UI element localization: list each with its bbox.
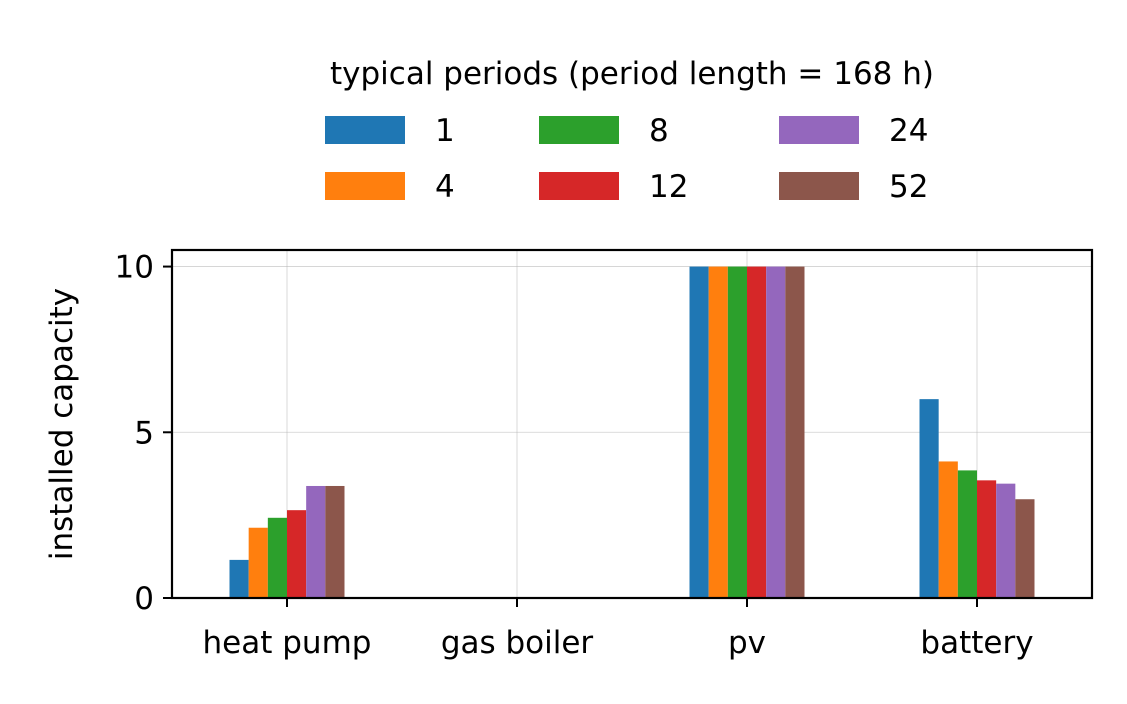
x-tick-label: heat pump xyxy=(203,625,372,661)
bar-series-4-pv xyxy=(708,266,728,598)
x-tick-label: battery xyxy=(920,625,1033,661)
bar-series-1-heat-pump xyxy=(229,559,249,598)
bar-series-4-heat-pump xyxy=(248,527,268,598)
legend-label: 4 xyxy=(435,169,455,205)
legend-swatch xyxy=(325,172,405,200)
legend: typical periods (period length = 168 h) … xyxy=(325,56,934,205)
x-tick-label: pv xyxy=(728,625,766,661)
legend-label: 1 xyxy=(435,113,455,149)
legend-label: 8 xyxy=(649,113,669,149)
bars-layer xyxy=(229,266,1035,598)
bar-series-24-pv xyxy=(766,266,786,598)
y-tick-label: 5 xyxy=(134,415,154,451)
legend-swatch xyxy=(325,116,405,144)
bar-series-4-battery xyxy=(938,461,958,598)
legend-swatch xyxy=(539,172,619,200)
legend-entries: 1 4 8 12 24 52 xyxy=(325,113,928,205)
legend-swatch xyxy=(539,116,619,144)
bar-series-8-heat-pump xyxy=(267,517,287,598)
bar-series-12-pv xyxy=(747,266,767,598)
legend-swatch xyxy=(779,116,859,144)
legend-label: 12 xyxy=(649,169,688,205)
bar-series-52-battery xyxy=(1015,499,1035,598)
x-tick-label: gas boiler xyxy=(441,625,594,661)
bar-series-8-battery xyxy=(957,470,977,598)
bar-series-52-heat-pump xyxy=(325,485,345,598)
bar-series-1-pv xyxy=(689,266,709,598)
bar-series-8-pv xyxy=(727,266,747,598)
bar-series-52-pv xyxy=(785,266,805,598)
y-axis-label: installed capacity xyxy=(44,288,80,560)
legend-label: 24 xyxy=(889,113,928,149)
y-tick-label: 0 xyxy=(134,581,154,617)
ticks-layer: heat pump gas boiler pv battery 0 5 10 xyxy=(115,250,1034,661)
legend-label: 52 xyxy=(889,169,928,205)
legend-swatch xyxy=(779,172,859,200)
bar-series-1-battery xyxy=(919,399,939,598)
bar-series-24-heat-pump xyxy=(306,485,326,598)
y-tick-label: 10 xyxy=(115,250,154,286)
plot-frame xyxy=(170,248,1094,600)
legend-title: typical periods (period length = 168 h) xyxy=(330,56,934,92)
bar-series-12-heat-pump xyxy=(287,510,307,598)
bar-series-24-battery xyxy=(996,483,1016,598)
bar-series-12-battery xyxy=(977,480,997,598)
